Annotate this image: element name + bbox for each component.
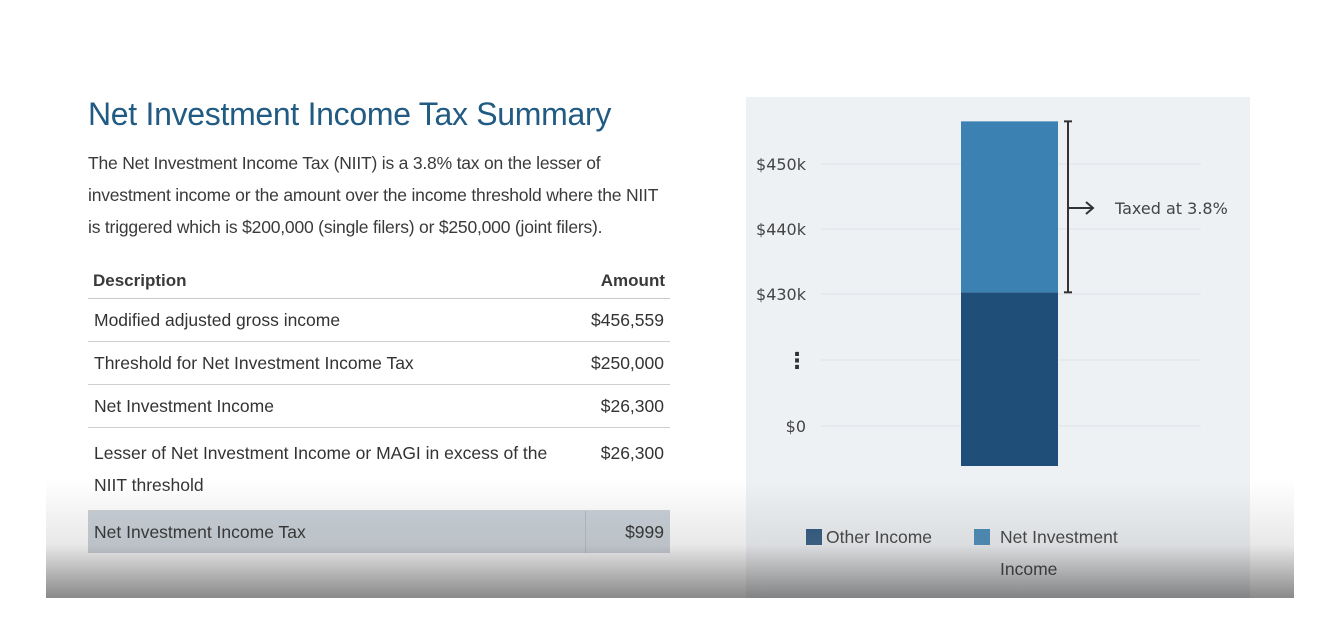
income-chart: $0 $430k $440k $450k ⋮ Taxed at 3.8% bbox=[756, 120, 1228, 466]
table-total-row: Net Investment Income Tax $999 bbox=[88, 510, 670, 553]
page-title: Net Investment Income Tax Summary bbox=[88, 96, 612, 132]
table-header-row: Description Amount bbox=[88, 263, 670, 299]
bar-segment-net-investment-income bbox=[961, 121, 1058, 293]
row-amount: $26,300 bbox=[585, 384, 670, 428]
total-description: Net Investment Income Tax bbox=[88, 510, 585, 553]
summary-description: The Net Investment Income Tax (NIIT) is … bbox=[88, 153, 658, 237]
y-tick-label: $440k bbox=[756, 220, 807, 239]
row-amount: $250,000 bbox=[585, 341, 670, 385]
legend-swatch-net-investment-income bbox=[974, 529, 990, 545]
table-row: Modified adjusted gross income $456,559 bbox=[88, 298, 670, 342]
row-description: Net Investment Income bbox=[88, 384, 585, 428]
header-description: Description bbox=[88, 263, 585, 299]
legend-item-other-income: Other Income bbox=[806, 521, 932, 553]
y-tick-label: $0 bbox=[786, 417, 806, 436]
annotation-arrow-head bbox=[1085, 201, 1095, 215]
row-amount: $456,559 bbox=[585, 298, 670, 342]
legend-label: Net Investment Income bbox=[1000, 527, 1118, 579]
row-description: Threshold for Net Investment Income Tax bbox=[88, 341, 585, 385]
y-tick-label: $430k bbox=[756, 285, 807, 304]
screen-frame: Net Investment Income Tax Summary The Ne… bbox=[46, 0, 1294, 598]
legend-swatch-other-income bbox=[806, 529, 822, 545]
niit-summary-panel: Net Investment Income Tax Summary The Ne… bbox=[88, 96, 670, 553]
niit-table: Description Amount Modified adjusted gro… bbox=[88, 263, 670, 553]
table-row: Net Investment Income $26,300 bbox=[88, 384, 670, 428]
row-description: Lesser of Net Investment Income or MAGI … bbox=[88, 427, 585, 511]
legend-label: Other Income bbox=[826, 527, 933, 547]
bar-segment-other-income bbox=[961, 292, 1058, 466]
total-amount: $999 bbox=[584, 510, 670, 553]
y-tick-label: $450k bbox=[756, 155, 807, 174]
header-amount: Amount bbox=[585, 263, 670, 299]
row-amount: $26,300 bbox=[585, 427, 670, 511]
annotation-label: Taxed at 3.8% bbox=[1114, 199, 1228, 218]
row-description: Modified adjusted gross income bbox=[88, 298, 585, 342]
legend-item-net-investment-income: Net Investment Income bbox=[974, 521, 1134, 585]
income-chart-card: $0 $430k $440k $450k ⋮ Taxed at 3.8% Other In… bbox=[746, 97, 1250, 598]
table-row: Lesser of Net Investment Income or MAGI … bbox=[88, 427, 670, 511]
axis-break-symbol: ⋮ bbox=[786, 349, 808, 374]
table-row: Threshold for Net Investment Income Tax … bbox=[88, 341, 670, 385]
